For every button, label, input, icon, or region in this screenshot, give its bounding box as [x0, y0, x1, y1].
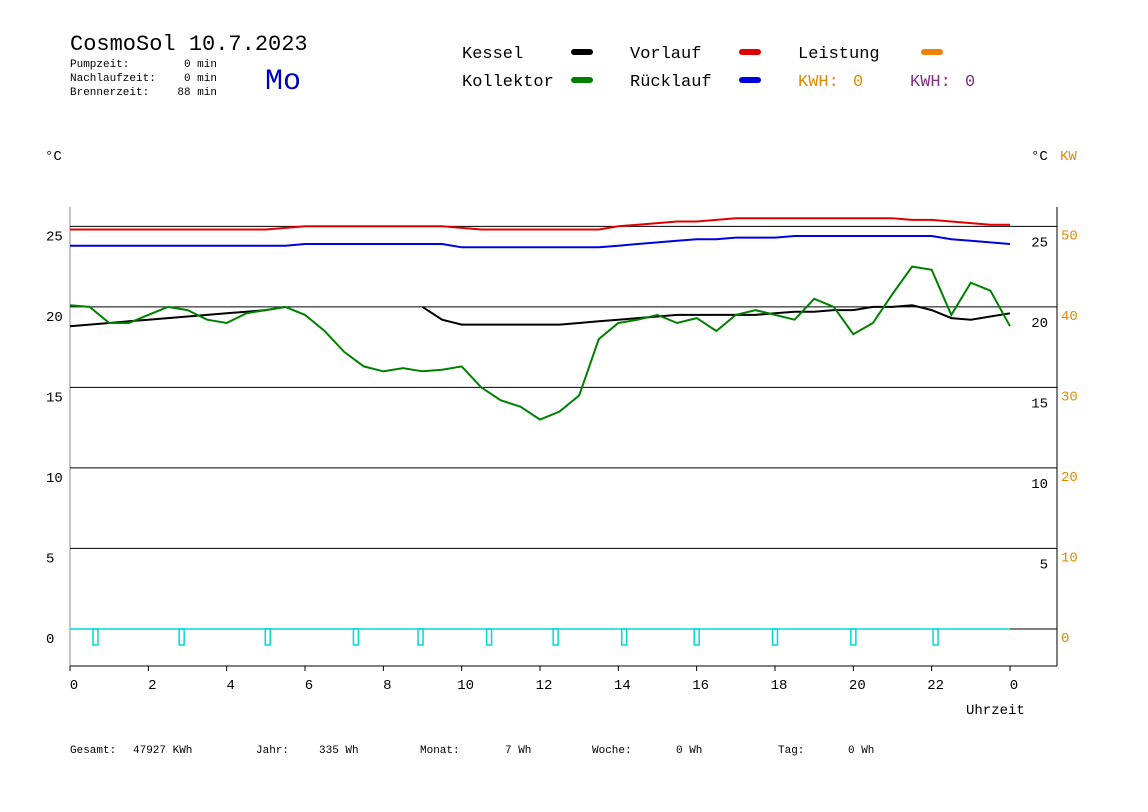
x-tick-label: 18 [771, 678, 788, 694]
y2-tick-label: 10 [1061, 550, 1078, 566]
legend-label: Kollektor [462, 73, 554, 92]
y2-unit: KW [1060, 149, 1077, 165]
pump-run [352, 628, 360, 646]
x-tick-label: 0 [70, 678, 78, 694]
pump-run [693, 628, 700, 646]
pump-run [850, 628, 857, 646]
x-tick-label: 10 [457, 678, 474, 694]
y-right-tick-label: 25 [1031, 235, 1048, 251]
y-tick-label: 0 [46, 632, 54, 648]
x-axis-label: Uhrzeit [966, 703, 1025, 719]
chart-title: CosmoSol 10.7.2023 [70, 32, 308, 57]
pump-run [417, 628, 424, 646]
x-tick-label: 12 [536, 678, 553, 694]
x-tick-label: 14 [614, 678, 631, 694]
pump-run [264, 628, 272, 646]
legend-label: Kessel [462, 45, 523, 64]
x-tick-label: 0 [1010, 678, 1018, 694]
x-tick-label: 6 [305, 678, 313, 694]
y-tick-label: 25 [46, 229, 63, 245]
series-line [69, 265, 1011, 421]
info-value: 0 min [184, 59, 217, 71]
weekday: Mo [265, 65, 301, 99]
x-tick-label: 4 [226, 678, 234, 694]
series-line [70, 235, 1011, 249]
pump-run [552, 628, 559, 646]
total-value: 0 Wh [848, 745, 874, 757]
y2-tick-label: 30 [1061, 389, 1078, 405]
pump-run [771, 628, 779, 646]
info-label: Brennerzeit: [70, 87, 149, 99]
total-value: 47927 KWh [133, 745, 192, 757]
y2-tick-label: 50 [1061, 228, 1078, 244]
x-tick-label: 20 [849, 678, 866, 694]
total-label: Monat: [420, 745, 460, 757]
total-label: Gesamt: [70, 745, 116, 757]
x-tick-label: 22 [927, 678, 944, 694]
kwh-value: 0 [853, 73, 863, 92]
y2-unit-celsius: °C [1031, 149, 1048, 165]
total-value: 0 Wh [676, 745, 702, 757]
kwh-label: KWH: [910, 73, 951, 92]
legend-label: Leistung [798, 45, 880, 64]
y-right-tick-label: 20 [1031, 316, 1048, 332]
series-line [70, 217, 1010, 231]
total-label: Jahr: [256, 745, 289, 757]
kwh-value: 0 [965, 73, 975, 92]
y2-tick-label: 0 [1061, 631, 1069, 647]
legend-label: Rücklauf [630, 73, 712, 92]
y2-tick-label: 20 [1061, 470, 1078, 486]
pump-run [932, 628, 939, 646]
total-label: Tag: [778, 745, 804, 757]
info-label: Nachlaufzeit: [70, 73, 156, 85]
y-tick-label: 5 [46, 551, 54, 567]
pump-run [485, 628, 493, 646]
x-tick-label: 2 [148, 678, 156, 694]
total-label: Woche: [592, 745, 632, 757]
info-label: Pumpzeit: [70, 59, 129, 71]
x-tick-label: 8 [383, 678, 391, 694]
y-tick-label: 15 [46, 390, 63, 406]
y-right-tick-label: 15 [1031, 396, 1048, 412]
kwh-label: KWH: [798, 73, 839, 92]
y2-tick-label: 40 [1061, 309, 1078, 325]
y-right-tick-label: 5 [1040, 557, 1048, 573]
total-value: 7 Wh [505, 745, 531, 757]
series-line [69, 304, 1011, 328]
x-tick-label: 16 [692, 678, 709, 694]
info-value: 88 min [177, 87, 217, 99]
pump-run [92, 628, 99, 646]
y-tick-label: 20 [46, 310, 63, 326]
total-value: 335 Wh [319, 745, 359, 757]
pump-run [178, 628, 185, 646]
y-right-tick-label: 10 [1031, 477, 1048, 493]
info-value: 0 min [184, 73, 217, 85]
legend-label: Vorlauf [630, 45, 701, 64]
y-unit: °C [45, 149, 62, 165]
y-tick-label: 10 [46, 471, 63, 487]
pump-run [620, 628, 628, 646]
